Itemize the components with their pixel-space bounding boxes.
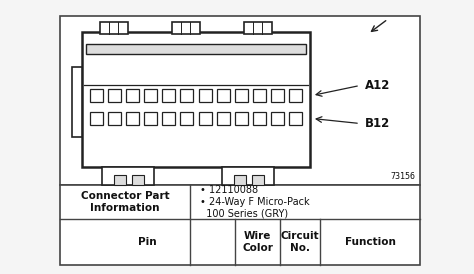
Bar bbox=[235, 112, 248, 125]
Bar bbox=[271, 112, 284, 125]
Bar bbox=[126, 89, 139, 102]
Bar bbox=[234, 175, 246, 185]
Bar bbox=[108, 89, 121, 102]
Bar bbox=[244, 22, 272, 34]
Bar bbox=[181, 112, 193, 125]
Bar bbox=[132, 175, 144, 185]
Text: Pin: Pin bbox=[138, 237, 157, 247]
Bar bbox=[217, 89, 229, 102]
Bar bbox=[144, 89, 157, 102]
Bar bbox=[271, 89, 284, 102]
Bar bbox=[108, 112, 121, 125]
Bar bbox=[172, 22, 200, 34]
Bar bbox=[217, 112, 229, 125]
Bar bbox=[60, 16, 420, 185]
Bar bbox=[163, 89, 175, 102]
Bar bbox=[181, 89, 193, 102]
Bar bbox=[235, 89, 248, 102]
Bar bbox=[90, 89, 103, 102]
Text: B12: B12 bbox=[365, 117, 390, 130]
Text: Function: Function bbox=[345, 237, 395, 247]
Bar bbox=[86, 44, 306, 54]
Text: A12: A12 bbox=[365, 79, 391, 92]
Bar bbox=[163, 112, 175, 125]
Bar bbox=[82, 32, 310, 167]
Bar bbox=[126, 112, 139, 125]
Text: Wire
Color: Wire Color bbox=[242, 231, 273, 253]
Text: 73156: 73156 bbox=[390, 172, 415, 181]
Bar bbox=[100, 22, 128, 34]
Bar bbox=[72, 67, 82, 137]
Bar bbox=[199, 112, 211, 125]
Bar bbox=[90, 112, 103, 125]
Bar bbox=[60, 185, 420, 265]
Bar bbox=[199, 89, 211, 102]
Bar bbox=[144, 112, 157, 125]
Bar bbox=[289, 112, 302, 125]
Text: Connector Part
Information: Connector Part Information bbox=[81, 191, 169, 213]
Bar bbox=[252, 175, 264, 185]
Text: • 12110088
• 24-Way F Micro-Pack
  100 Series (GRY): • 12110088 • 24-Way F Micro-Pack 100 Ser… bbox=[200, 185, 310, 219]
Bar bbox=[114, 175, 126, 185]
Bar bbox=[222, 167, 274, 185]
Bar bbox=[102, 167, 154, 185]
Bar bbox=[253, 89, 266, 102]
Bar bbox=[253, 112, 266, 125]
Bar bbox=[289, 89, 302, 102]
Text: Circuit
No.: Circuit No. bbox=[281, 231, 319, 253]
